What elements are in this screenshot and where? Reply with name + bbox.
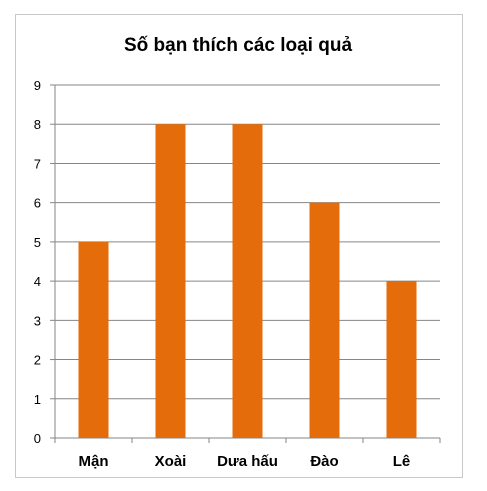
x-category-label: Mận xyxy=(79,453,109,470)
bar xyxy=(386,281,417,438)
x-category-label: Đào xyxy=(310,453,338,470)
x-category-label: Dưa hấu xyxy=(217,453,278,470)
bar xyxy=(78,241,109,438)
y-tick-label: 2 xyxy=(34,353,41,368)
y-tick-label: 0 xyxy=(34,431,41,446)
bar xyxy=(309,202,340,438)
bar xyxy=(155,124,186,438)
y-tick-label: 8 xyxy=(34,117,41,132)
y-tick-label: 9 xyxy=(34,78,41,93)
label-layer: 0 1 2 3 4 5 6 7 8 9 Mận Xoài Dưa hấu Đào Lê xyxy=(34,78,410,470)
x-category-label: Lê xyxy=(393,453,411,470)
axis-layer xyxy=(50,84,441,443)
y-tick-label: 3 xyxy=(34,313,41,328)
y-tick-label: 6 xyxy=(34,196,41,211)
chart-title: Số bạn thích các loại quả xyxy=(124,35,352,56)
y-tick-label: 4 xyxy=(34,274,41,289)
x-category-label: Xoài xyxy=(155,453,187,470)
y-tick-label: 5 xyxy=(34,235,41,250)
y-tick-label: 7 xyxy=(34,156,41,171)
bar xyxy=(232,124,263,438)
y-tick-label: 1 xyxy=(34,392,41,407)
bar-layer xyxy=(78,124,417,438)
